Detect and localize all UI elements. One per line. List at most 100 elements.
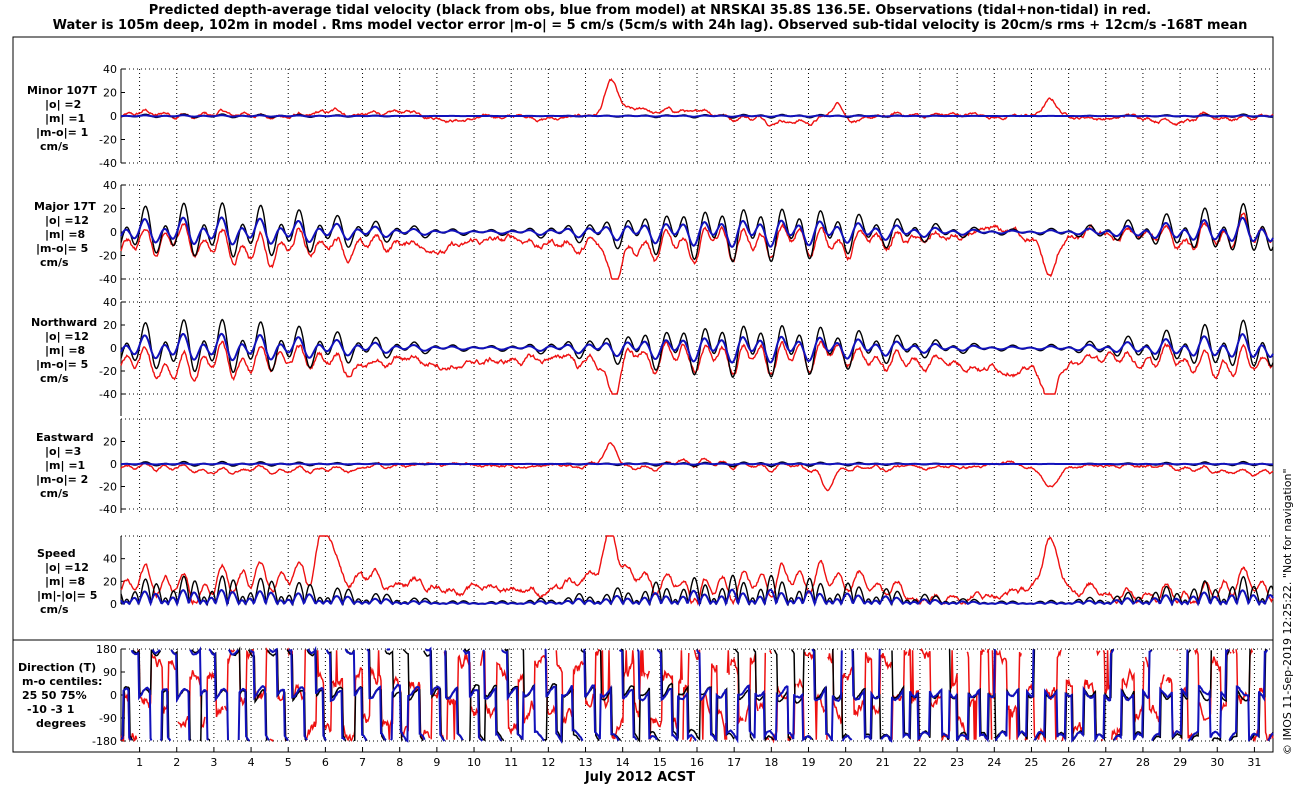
panel-eastward-mo: |m-o|= 2	[36, 473, 89, 486]
panel-speed-title: Speed	[37, 547, 76, 560]
panel-major-unit: cm/s	[40, 256, 69, 269]
series-obs-tidal-4	[120, 574, 1274, 607]
x-tick-label: 20	[839, 756, 853, 769]
series-obs-tidal-2	[120, 318, 1274, 378]
x-tick-label: 11	[504, 756, 518, 769]
y-tick-label: -90	[99, 712, 117, 725]
panel-label-direction: Direction (T) m-o centiles: 25 50 75% -1…	[18, 661, 102, 731]
panel-major-o: |o| =12	[45, 214, 89, 227]
y-tick-label: 90	[103, 666, 117, 679]
figure-frame	[12, 36, 1274, 753]
panel-northward-m: |m| =8	[45, 344, 86, 357]
y-tick-label: 20	[103, 203, 117, 216]
panel-label-northward: Northward |o| =12 |m| =8 |m-o|= 5 cm/s	[31, 316, 97, 386]
series-model-tidal-1	[120, 216, 1274, 248]
series-obs-tidal-1	[120, 202, 1274, 263]
x-tick-label: 18	[764, 756, 778, 769]
panel-minor-title: Minor 107T	[27, 84, 97, 97]
direction-centiles-values: -10 -3 1	[27, 703, 75, 716]
direction-centiles-pct: 25 50 75%	[22, 689, 87, 702]
panel-eastward-unit: cm/s	[40, 487, 69, 500]
panel-speed-unit: cm/s	[40, 603, 69, 616]
chart-title-line-2: Water is 105m deep, 102m in model . Rms …	[52, 18, 1248, 33]
panel-label-eastward: Eastward |o| =3 |m| =1 |m-o|= 2 cm/s	[36, 431, 94, 501]
panel-minor-unit: cm/s	[40, 140, 69, 153]
x-tick-label: 13	[579, 756, 593, 769]
x-tick-label: 29	[1173, 756, 1187, 769]
x-tick-label: 15	[653, 756, 667, 769]
direction-title: Direction (T)	[18, 661, 97, 674]
series-observed-direction	[120, 647, 1274, 744]
panel-minor-m: |m| =1	[45, 112, 86, 125]
x-tick-label: 21	[876, 756, 890, 769]
panel-label-minor: Minor 107T |o| =2 |m| =1 |m-o|= 1 cm/s	[27, 84, 97, 154]
panel-northward-o: |o| =12	[45, 330, 89, 343]
x-tick-label: 6	[322, 756, 329, 769]
series-model-direction	[120, 645, 1274, 745]
x-tick-label: 24	[987, 756, 1001, 769]
x-tick-label: 27	[1099, 756, 1113, 769]
x-tick-label: 30	[1210, 756, 1224, 769]
panel-speed-m: |m| =8	[45, 575, 86, 588]
panel-major-mo: |m-o|= 5	[36, 242, 89, 255]
y-tick-label: 20	[103, 575, 117, 588]
panel-minor-o: |o| =2	[45, 98, 82, 111]
x-tick-label: 26	[1062, 756, 1076, 769]
y-tick-label: 0	[110, 689, 117, 702]
x-tick-label: 17	[727, 756, 741, 769]
panel-eastward-m: |m| =1	[45, 459, 86, 472]
x-tick-label: 1	[136, 756, 143, 769]
y-tick-label: -20	[99, 365, 117, 378]
x-tick-label: 14	[616, 756, 630, 769]
y-tick-label: 20	[103, 87, 117, 100]
y-tick-label: -40	[99, 503, 117, 516]
y-tick-label: 0	[110, 342, 117, 355]
y-tick-label: 0	[110, 226, 117, 239]
x-tick-label: 31	[1247, 756, 1261, 769]
panel-label-speed: Speed |o| =12 |m| =8 |m|-|o|= 5 cm/s	[37, 547, 97, 617]
series-model-tidal-4	[120, 588, 1274, 608]
y-tick-label: -20	[99, 481, 117, 494]
y-tick-label: 40	[103, 63, 117, 76]
panel-eastward-o: |o| =3	[45, 445, 82, 458]
direction-unit: degrees	[36, 717, 87, 730]
x-tick-label: 8	[396, 756, 403, 769]
x-tick-label: 4	[248, 756, 255, 769]
x-tick-label: 2	[173, 756, 180, 769]
series-model-tidal-2	[120, 332, 1274, 364]
panel-eastward-title: Eastward	[36, 431, 94, 444]
x-tick-label: 7	[359, 756, 366, 769]
y-tick-label: -40	[99, 157, 117, 170]
series-observed-0	[120, 78, 1274, 127]
x-tick-label: 16	[690, 756, 704, 769]
x-tick-label: 22	[913, 756, 927, 769]
x-axis-label: July 2012 ACST	[584, 770, 696, 785]
y-tick-label: 40	[103, 179, 117, 192]
y-tick-label: -20	[99, 134, 117, 147]
y-tick-label: -40	[99, 273, 117, 286]
y-tick-label: 180	[96, 643, 117, 656]
y-tick-label: 0	[110, 110, 117, 123]
y-tick-label: -180	[92, 735, 117, 748]
panel-speed-o: |o| =12	[45, 561, 89, 574]
y-tick-label: 0	[110, 458, 117, 471]
panel-speed-mo: |m|-|o|= 5	[37, 589, 98, 602]
panel-major-title: Major 17T	[34, 200, 96, 213]
series-observed-4	[120, 535, 1274, 606]
panel-minor-mo: |m-o|= 1	[36, 126, 89, 139]
x-tick-label: 19	[801, 756, 815, 769]
chart-title-line-1: Predicted depth-average tidal velocity (…	[148, 3, 1152, 18]
panel-northward-unit: cm/s	[40, 372, 69, 385]
x-tick-label: 10	[467, 756, 481, 769]
x-tick-label: 25	[1024, 756, 1038, 769]
series-obs-direction	[120, 646, 1274, 743]
y-tick-label: -40	[99, 388, 117, 401]
panel-label-major: Major 17T |o| =12 |m| =8 |m-o|= 5 cm/s	[34, 200, 96, 270]
panel-major-m: |m| =8	[45, 228, 86, 241]
y-tick-label: 0	[110, 598, 117, 611]
direction-centiles-title: m-o centiles:	[22, 675, 103, 688]
panel-northward-mo: |m-o|= 5	[36, 358, 89, 371]
x-tick-label: 3	[210, 756, 217, 769]
series-model-tidal-0	[120, 114, 1274, 118]
